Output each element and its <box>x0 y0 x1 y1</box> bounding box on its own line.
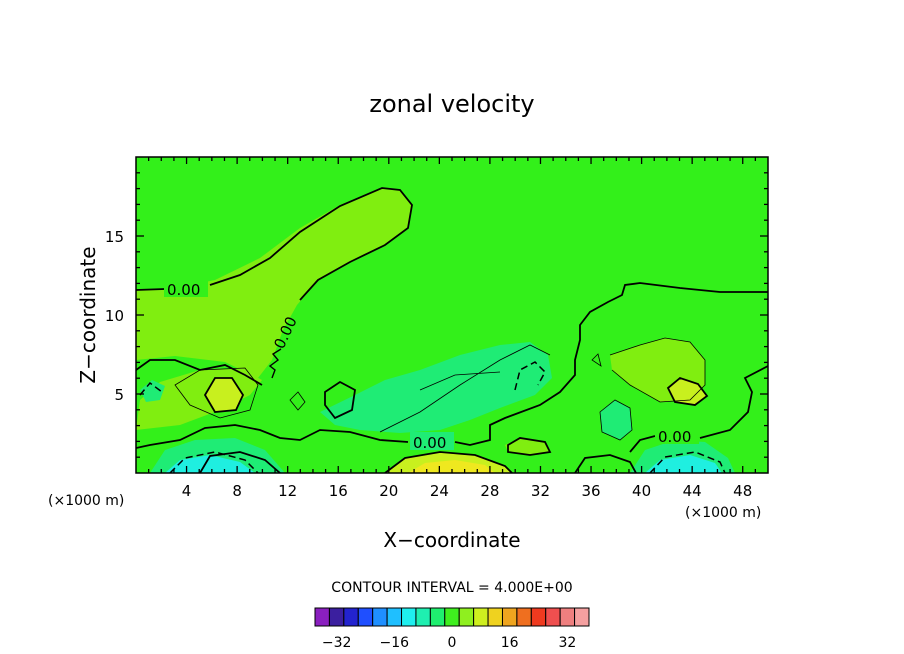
contour-value-labels: 0.00 0.00 0.00 0.00 <box>164 279 699 452</box>
x-tick-label: 12 <box>278 482 297 500</box>
x-axis-label: X−coordinate <box>383 528 520 552</box>
x-tick-labels: 4 8 12 16 20 24 28 32 36 40 44 48 <box>182 482 752 500</box>
contour-lines <box>136 187 768 473</box>
chart-title: zonal velocity <box>369 90 534 118</box>
colorbar-swatch <box>415 607 431 627</box>
dashed-contour-bottom-right <box>649 451 726 473</box>
zero-contour-right-upper <box>454 282 768 446</box>
y-tick-labels: 5 10 15 <box>105 228 124 404</box>
contour-small-mid-blob <box>324 380 356 420</box>
y-axis-label: Z−coordinate <box>76 246 100 383</box>
colorbar-tick-labels: −32 −16 0 16 32 <box>322 635 576 651</box>
colorbar-swatch <box>473 607 489 627</box>
light-green-plume-region <box>136 188 412 378</box>
colorbar-swatch <box>487 607 503 627</box>
colorbar-swatch <box>458 607 475 627</box>
y-tick-label: 15 <box>105 228 124 246</box>
colorbar-swatch <box>545 607 561 627</box>
colorbar-swatch <box>444 607 460 627</box>
contour-small-center-blob <box>507 437 552 456</box>
contour-field <box>136 157 768 473</box>
thin-contour-left-region <box>174 367 259 419</box>
yellow-green-small-blob <box>505 438 550 455</box>
cyan-bottom-right-region <box>645 455 722 473</box>
yellow-green-left-blob <box>205 378 243 412</box>
colorbar-tick-label: −32 <box>322 635 352 651</box>
colorbar-swatch <box>357 607 374 627</box>
colorbar-swatch <box>314 607 330 627</box>
contour-label-right: 0.00 <box>658 428 691 446</box>
thin-contour-right-blob <box>591 353 633 441</box>
x-tick-label: 36 <box>581 482 600 500</box>
colorbar-tick-label: 0 <box>448 635 457 651</box>
contour-left-blob <box>203 377 245 413</box>
zero-contour-plume-wiggle <box>268 348 282 379</box>
x-tick-label: 24 <box>430 482 449 500</box>
y-tick-label: 10 <box>105 307 124 325</box>
colorbar-swatch <box>574 607 590 627</box>
teal-right-dip-region <box>600 400 632 440</box>
colorbar-tick-label: 32 <box>558 635 576 651</box>
zero-contour-right-lower <box>629 365 768 453</box>
contour-right-blob <box>666 376 709 406</box>
contour-bottom-left-lobe <box>199 451 281 473</box>
dashed-contour-center <box>514 361 546 391</box>
contour-interval-text: CONTOUR INTERVAL = 4.000E+00 <box>331 580 572 596</box>
x-unit-left: (×1000 m) <box>48 493 124 509</box>
colorbar-swatch <box>530 607 547 627</box>
x-tick-label: 16 <box>329 482 348 500</box>
x-tick-label: 8 <box>232 482 242 500</box>
colorbar-swatch <box>516 607 532 627</box>
thin-contour-right-region <box>609 337 706 403</box>
x-tick-label: 20 <box>379 482 398 500</box>
teal-center-region <box>320 342 552 433</box>
yellow-green-right-blob <box>668 378 707 405</box>
teal-small-left-blob <box>140 380 165 402</box>
thin-contour-low-left <box>289 391 306 411</box>
x-tick-label: 40 <box>632 482 651 500</box>
yellow-bottom-region <box>408 460 495 473</box>
x-tick-label: 44 <box>683 482 702 500</box>
colorbar-swatch <box>343 607 359 627</box>
colorbar-swatch <box>372 607 388 627</box>
zero-contour-bottom-left <box>136 424 409 449</box>
colorbar <box>314 607 590 627</box>
colorbar-swatch <box>559 607 576 627</box>
y-tick-label: 5 <box>114 386 124 404</box>
thin-contour-center-region <box>379 344 551 433</box>
contour-bottom-center <box>384 451 513 473</box>
x-tick-label: 4 <box>182 482 192 500</box>
x-unit-right: (×1000 m) <box>685 505 761 521</box>
x-tick-label: 28 <box>480 482 499 500</box>
contour-label-plume: 0.00 <box>167 281 200 299</box>
colorbar-swatch <box>401 607 417 627</box>
contour-label-bottom: 0.00 <box>413 434 446 452</box>
dashed-contour-left <box>139 381 163 396</box>
colorbar-swatch <box>501 607 518 627</box>
x-tick-label: 32 <box>531 482 550 500</box>
colorbar-tick-label: −16 <box>380 635 410 651</box>
colorbar-swatch <box>328 607 345 627</box>
x-tick-label: 48 <box>733 482 752 500</box>
contour-bottom-right-lobe <box>574 454 637 473</box>
cyan-bottom-left-region <box>165 455 255 473</box>
colorbar-swatch <box>386 607 403 627</box>
zero-contour-plume <box>136 187 413 301</box>
colorbar-swatch <box>429 607 446 627</box>
colorbar-tick-label: 16 <box>501 635 519 651</box>
axis-ticks <box>136 157 768 473</box>
dashed-contour-bottom-left <box>169 451 259 473</box>
